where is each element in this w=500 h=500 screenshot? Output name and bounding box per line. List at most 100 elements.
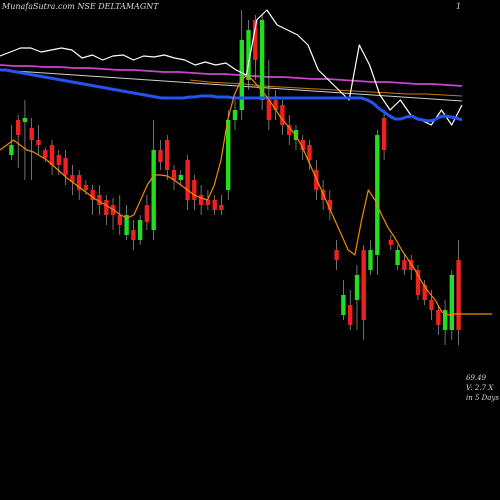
candle-body xyxy=(307,145,312,160)
long-moving-average-line xyxy=(0,68,463,123)
candle-body xyxy=(63,158,68,175)
candle xyxy=(97,185,102,215)
candle-body xyxy=(361,250,366,320)
candle xyxy=(368,240,373,275)
candle xyxy=(327,190,333,220)
candle xyxy=(259,15,265,110)
candle-body xyxy=(273,100,278,110)
short-moving-average-line xyxy=(0,74,462,316)
candle xyxy=(151,120,156,240)
candle-body xyxy=(456,260,461,330)
candlestick-series xyxy=(9,10,461,345)
candle xyxy=(185,155,190,210)
candle-body xyxy=(56,155,61,165)
candle-body xyxy=(185,160,190,200)
candle xyxy=(171,165,177,190)
candle xyxy=(422,280,427,305)
orange-moving-average-line xyxy=(189,79,463,97)
candle-body xyxy=(178,175,183,180)
candle-body xyxy=(151,150,156,230)
candle-body xyxy=(97,195,102,205)
indicator-lines xyxy=(0,9,463,316)
candle xyxy=(334,240,339,270)
candle-body xyxy=(300,140,305,150)
candle xyxy=(354,265,360,330)
candle-body xyxy=(137,220,143,240)
candle-body xyxy=(158,150,163,162)
candle-body xyxy=(280,105,285,125)
candle xyxy=(226,110,231,200)
candle xyxy=(293,125,299,150)
candle xyxy=(137,215,143,245)
candle xyxy=(192,175,197,210)
candle xyxy=(49,140,55,175)
moving-average-lines xyxy=(0,64,463,102)
candle-body xyxy=(131,230,136,240)
candle xyxy=(219,195,224,215)
candle xyxy=(212,195,217,215)
candle-body xyxy=(327,200,333,210)
candle-body xyxy=(9,145,14,155)
candle xyxy=(449,270,454,340)
candle-body xyxy=(422,285,427,300)
candle xyxy=(22,100,28,180)
candle-body xyxy=(192,180,197,200)
mid-moving-average-line xyxy=(0,69,463,102)
candle-body xyxy=(144,205,150,222)
candle-body xyxy=(395,250,400,265)
candle-body xyxy=(36,140,41,145)
candle-body xyxy=(117,215,122,225)
candle-body xyxy=(415,270,421,295)
candle xyxy=(381,110,387,160)
candle xyxy=(375,130,380,275)
candle-body xyxy=(22,118,28,122)
candle xyxy=(16,115,21,168)
candle-body xyxy=(90,190,95,200)
candle-body xyxy=(429,300,434,310)
candle xyxy=(266,60,272,130)
candle-body xyxy=(402,260,407,270)
candle xyxy=(307,140,312,170)
candle xyxy=(178,170,183,185)
candle xyxy=(165,135,170,180)
candle-body xyxy=(212,200,217,210)
candle-body xyxy=(226,120,231,190)
candle-body xyxy=(239,40,244,110)
candle xyxy=(415,265,421,300)
candle-body xyxy=(381,118,387,150)
candle xyxy=(158,140,163,170)
candle xyxy=(124,205,129,240)
candle-body xyxy=(375,135,380,255)
candle xyxy=(63,150,68,185)
candle-body xyxy=(83,185,89,190)
candle xyxy=(198,185,204,215)
candle-body xyxy=(232,110,238,120)
candle-body xyxy=(341,295,346,315)
candle-body xyxy=(76,175,82,190)
candle xyxy=(104,195,109,225)
candle xyxy=(36,125,41,155)
candle-body xyxy=(388,240,393,245)
candle xyxy=(76,170,82,200)
candle-body xyxy=(266,100,272,120)
candle-body xyxy=(287,125,292,135)
candle-body xyxy=(104,200,109,215)
candle-body xyxy=(436,310,441,325)
volume-multiplier-label: V: 2.7 X xyxy=(466,384,494,392)
candle xyxy=(70,165,75,195)
candle-body xyxy=(293,130,299,140)
candle-body xyxy=(171,170,177,180)
candle-body xyxy=(354,275,360,300)
candle xyxy=(239,10,244,120)
chart-title: MunafaSutra.com NSE DELTAMAGNT xyxy=(1,2,159,11)
candle xyxy=(29,118,34,180)
candle xyxy=(361,245,366,340)
candle-body xyxy=(165,140,170,170)
candle-body xyxy=(246,30,251,80)
candle xyxy=(90,185,95,215)
candle-body xyxy=(259,20,265,100)
candle xyxy=(131,220,136,250)
candle xyxy=(388,235,393,250)
candle-body xyxy=(49,145,55,165)
